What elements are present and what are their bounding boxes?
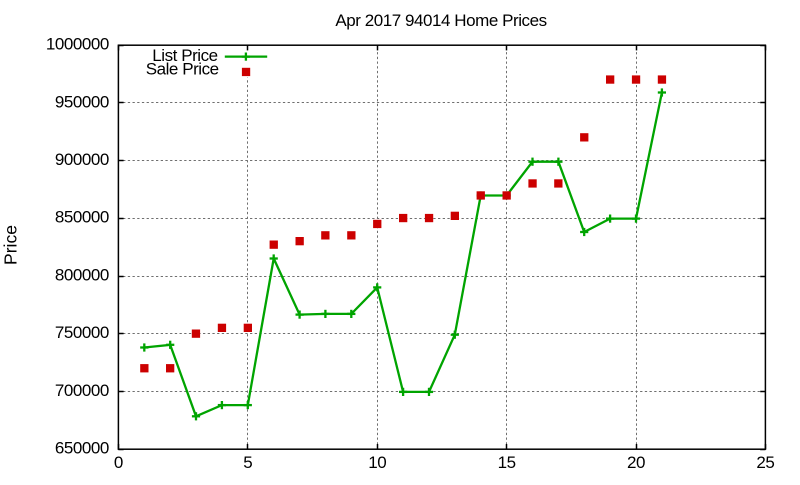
svg-text:850000: 850000 (55, 208, 109, 227)
svg-text:700000: 700000 (55, 381, 109, 400)
svg-text:0: 0 (114, 453, 123, 472)
svg-text:800000: 800000 (55, 266, 109, 285)
svg-text:650000: 650000 (55, 439, 109, 458)
svg-text:15: 15 (498, 453, 516, 472)
svg-text:5: 5 (243, 453, 252, 472)
svg-text:950000: 950000 (55, 92, 109, 111)
svg-text:20: 20 (627, 453, 645, 472)
svg-text:Price: Price (1, 225, 21, 265)
svg-text:List Price: List Price (152, 46, 217, 65)
svg-text:10: 10 (368, 453, 386, 472)
svg-text:Sale Price: Sale Price (146, 59, 219, 78)
svg-text:750000: 750000 (55, 323, 109, 342)
svg-text:900000: 900000 (55, 150, 109, 169)
svg-text:25: 25 (756, 453, 774, 472)
svg-text:1000000: 1000000 (46, 35, 109, 54)
svg-text:Apr 2017 94014 Home Prices: Apr 2017 94014 Home Prices (335, 11, 546, 30)
